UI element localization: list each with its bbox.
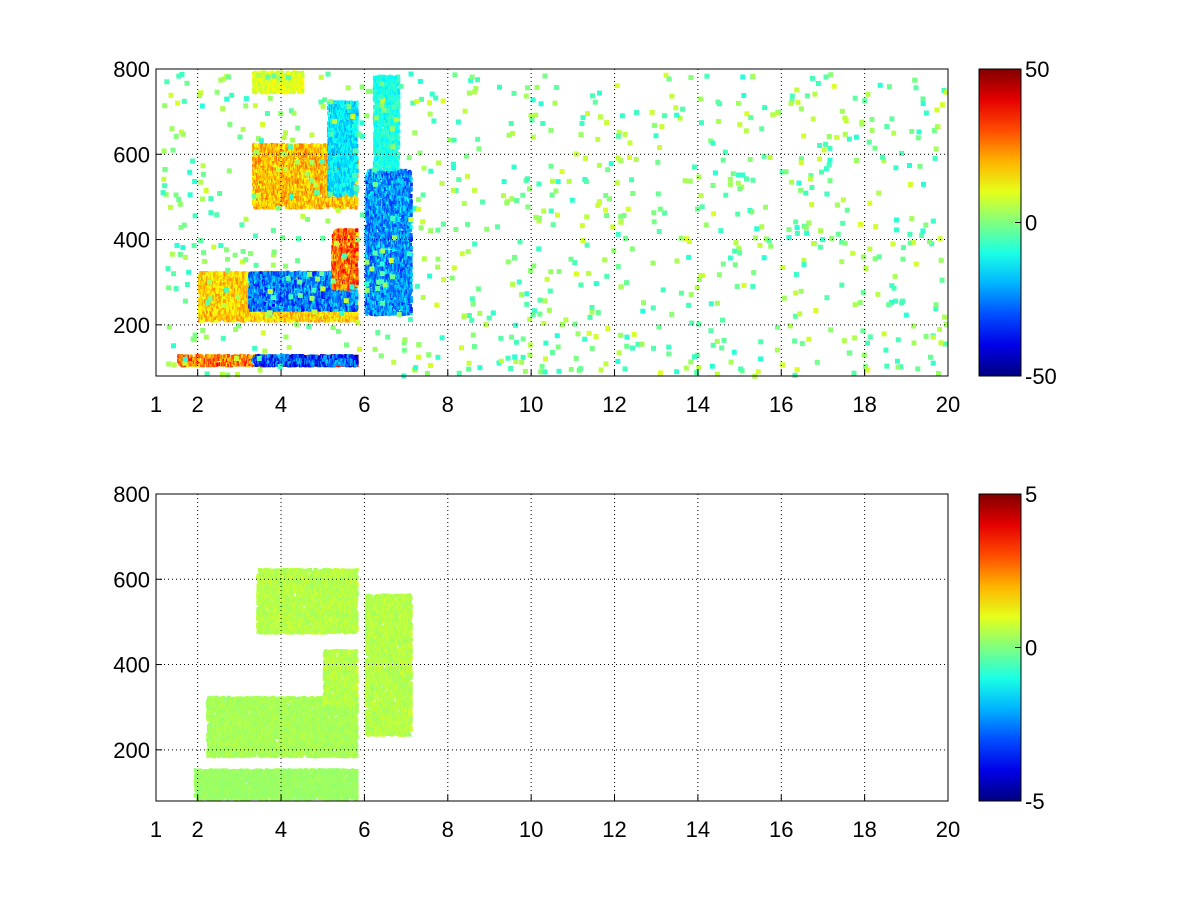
heatmap-cell [355, 305, 358, 309]
heatmap-cell [200, 354, 203, 358]
heatmap-cell [355, 355, 358, 359]
heatmap-cell [216, 363, 219, 367]
heatmap-cell [356, 293, 359, 297]
